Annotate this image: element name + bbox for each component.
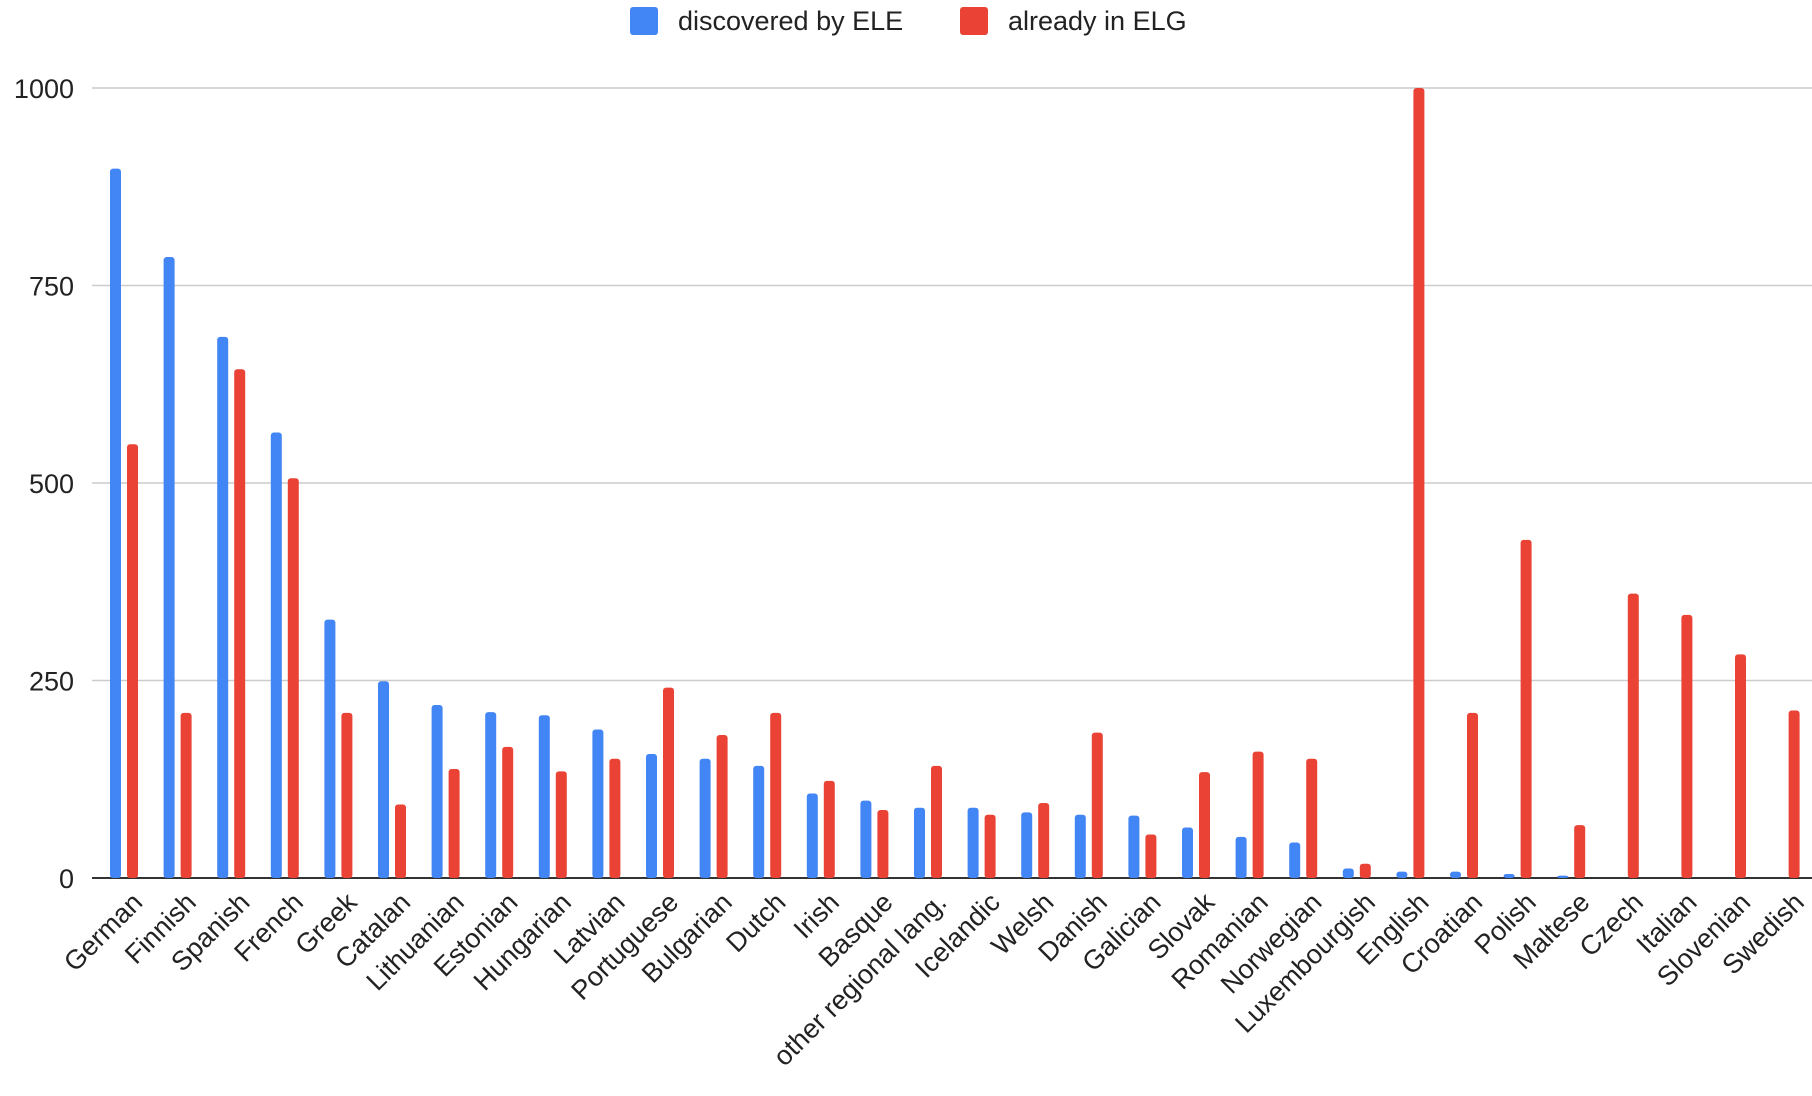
bar-discovered	[1021, 812, 1033, 878]
bar-discovered	[538, 715, 550, 878]
bar-discovered	[324, 619, 336, 878]
bar-elg	[770, 712, 782, 878]
bar-discovered	[914, 807, 925, 878]
bar-discovered	[967, 807, 979, 878]
bar-elg	[1252, 751, 1264, 878]
bar-elg	[1467, 712, 1478, 878]
y-tick-label: 750	[29, 272, 74, 302]
bar-discovered	[1235, 836, 1247, 878]
bar-elg	[127, 444, 138, 878]
bar-discovered	[1128, 815, 1140, 878]
bar-elg	[234, 369, 246, 878]
bar-discovered	[1342, 868, 1354, 878]
bar-discovered	[1503, 874, 1515, 878]
bar-elg	[1574, 825, 1586, 878]
bar-elg	[395, 804, 406, 878]
bar-discovered	[163, 257, 175, 878]
bar-elg	[1306, 758, 1318, 878]
bar-discovered	[110, 168, 121, 878]
bar-elg	[1788, 710, 1800, 878]
bar-elg	[1413, 88, 1425, 878]
legend-swatch	[630, 7, 658, 35]
bar-discovered	[378, 681, 389, 878]
bar-discovered	[806, 793, 818, 878]
bar-elg	[716, 735, 728, 878]
y-tick-label: 1000	[14, 74, 74, 104]
bar-elg	[502, 746, 514, 878]
bar-discovered	[217, 336, 229, 879]
bar-discovered	[431, 704, 443, 878]
bar-elg	[1091, 732, 1103, 878]
bar-elg	[1735, 654, 1746, 878]
bar-elg	[823, 780, 835, 878]
bar-elg	[555, 771, 567, 878]
bar-discovered	[270, 432, 282, 878]
bar-discovered	[646, 753, 657, 878]
legend-label: already in ELG	[1008, 6, 1187, 36]
bar-elg	[663, 687, 674, 878]
bar-discovered	[485, 712, 497, 878]
bar-elg	[931, 765, 942, 878]
y-tick-label: 250	[29, 667, 74, 697]
bar-discovered	[753, 765, 765, 878]
bar-discovered	[1289, 842, 1301, 878]
bar-elg	[1627, 593, 1639, 878]
bar-discovered	[1396, 871, 1408, 878]
bar-elg	[1520, 539, 1532, 878]
y-axis: 0 250 500 750 1000	[14, 74, 74, 894]
bar-elg	[1681, 614, 1693, 878]
y-tick-label: 0	[59, 864, 74, 894]
bars	[110, 88, 1800, 879]
x-axis: GermanFinnishSpanishFrenchGreekCatalanLi…	[58, 887, 1810, 1072]
bar-elg	[180, 712, 192, 878]
bar-discovered	[1074, 814, 1086, 878]
bar-discovered	[592, 729, 604, 878]
legend-swatch	[960, 7, 988, 35]
legend-label: discovered by ELE	[678, 6, 903, 36]
legend: discovered by ELE already in ELG	[630, 6, 1187, 36]
bar-elg	[287, 478, 299, 878]
bar-elg	[1038, 802, 1050, 878]
bar-elg	[1199, 772, 1210, 878]
bar-discovered	[860, 800, 872, 878]
bar-elg	[877, 810, 889, 878]
bar-elg	[1145, 834, 1157, 878]
bar-discovered	[1557, 875, 1569, 878]
bar-elg	[341, 712, 353, 878]
bar-elg	[609, 758, 621, 878]
bar-discovered	[1182, 827, 1193, 878]
bar-discovered	[699, 758, 711, 878]
y-tick-label: 500	[29, 469, 74, 499]
x-tick-label: Dutch	[720, 887, 791, 958]
bar-elg	[448, 768, 460, 878]
bar-elg	[1359, 863, 1371, 878]
bar-discovered	[1450, 871, 1461, 878]
bar-elg	[984, 814, 996, 878]
